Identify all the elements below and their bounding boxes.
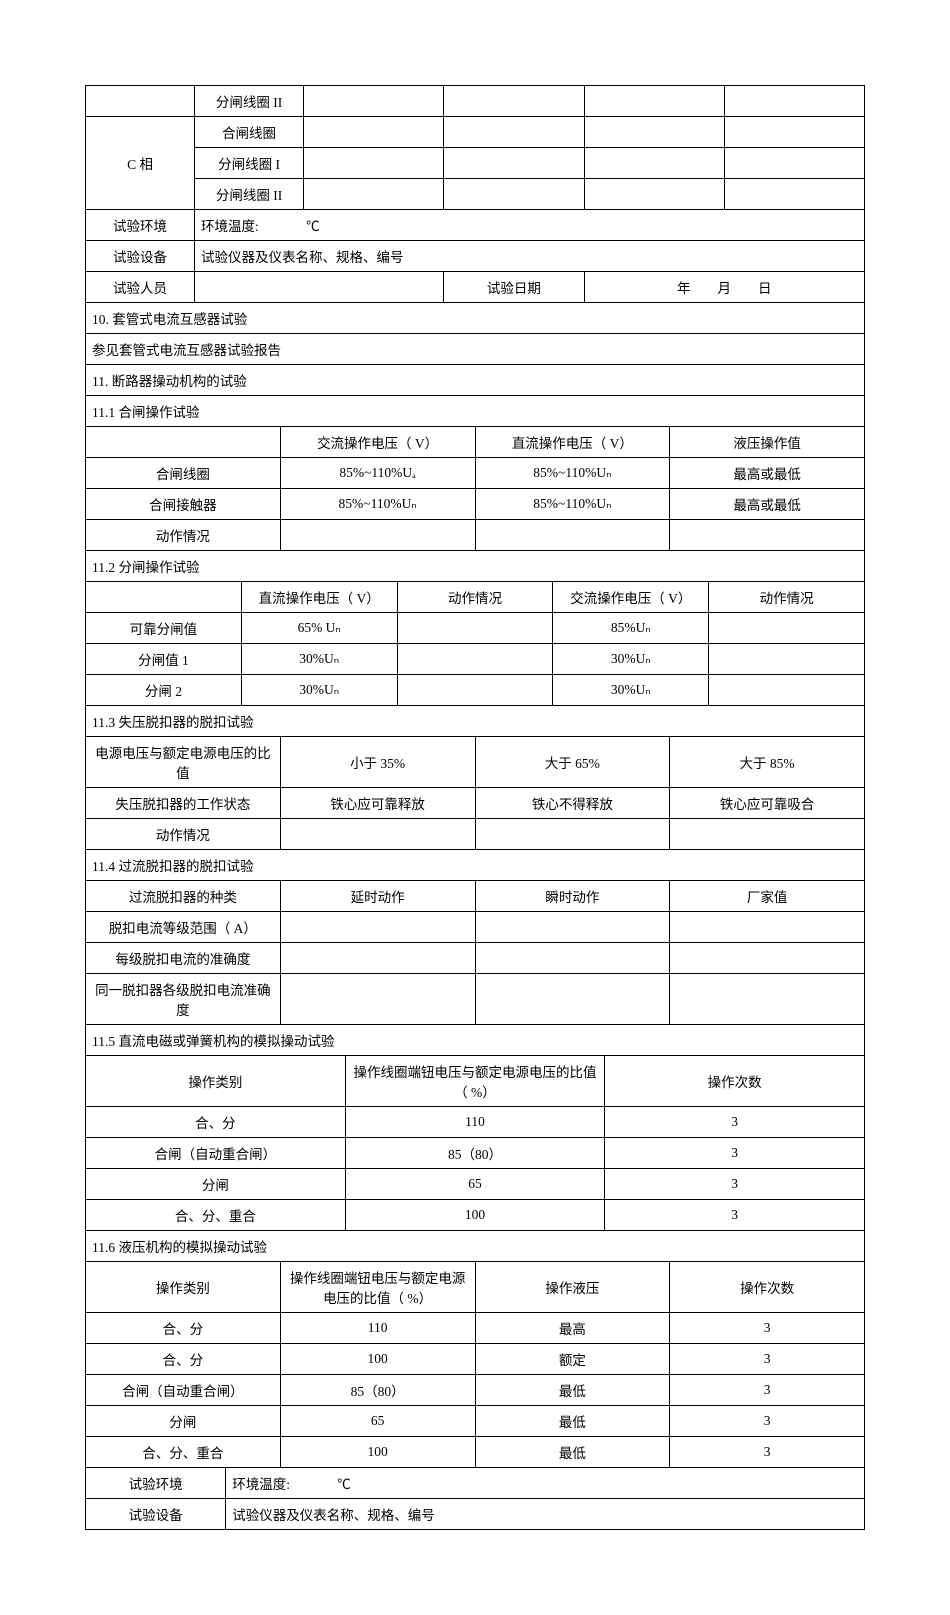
- coil-row: C 相 合闸线圈: [86, 117, 865, 148]
- coil-row: 分闸线圈 II: [86, 86, 865, 117]
- table-row: 每级脱扣电流的准确度: [86, 943, 865, 974]
- table-row: 动作情况: [86, 520, 865, 551]
- table-row: 合闸（自动重合闸）85（80）最低3: [86, 1375, 865, 1406]
- table-row: 合闸接触器85%~110%Uₙ85%~110%Uₙ最高或最低: [86, 489, 865, 520]
- s11-3-title: 11.3 失压脱扣器的脱扣试验: [86, 706, 865, 737]
- table-row: 过流脱扣器的种类延时动作瞬时动作厂家值: [86, 881, 865, 912]
- s11-4-title: 11.4 过流脱扣器的脱扣试验: [86, 850, 865, 881]
- s11-6-table: 11.6 液压机构的模拟操动试验 操作类别操作线圈端钮电压与额定电源电压的比值（…: [85, 1231, 865, 1468]
- table-row: 合闸线圈85%~110%Uₐ85%~110%Uₙ最高或最低: [86, 458, 865, 489]
- table-row: 分闸 230%Uₙ30%Uₙ: [86, 675, 865, 706]
- s11-6-title: 11.6 液压机构的模拟操动试验: [86, 1231, 865, 1262]
- env-row-2: 试验环境 环境温度: ℃: [86, 1468, 865, 1499]
- s11-5-title: 11.5 直流电磁或弹簧机构的模拟操动试验: [86, 1025, 865, 1056]
- footer-table: 试验环境 环境温度: ℃ 试验设备 试验仪器及仪表名称、规格、编号: [85, 1468, 865, 1530]
- equip-desc: 试验仪器及仪表名称、规格、编号: [195, 241, 865, 272]
- s11-2-table: 11.2 分闸操作试验 直流操作电压（ V） 动作情况 交流操作电压（ V） 动…: [85, 551, 865, 706]
- person-row: 试验人员 试验日期 年 月 日: [86, 272, 865, 303]
- env-label-2: 试验环境: [86, 1468, 226, 1499]
- header-row: 直流操作电压（ V） 动作情况 交流操作电压（ V） 动作情况: [86, 582, 865, 613]
- s11-2-title: 11.2 分闸操作试验: [86, 551, 865, 582]
- equip-desc-2: 试验仪器及仪表名称、规格、编号: [226, 1499, 865, 1530]
- equip-row: 试验设备 试验仪器及仪表名称、规格、编号: [86, 241, 865, 272]
- coil-label: 分闸线圈 I: [195, 148, 304, 179]
- header-row: 操作类别操作线圈端钮电压与额定电源电压的比值（ %）操作次数: [86, 1056, 865, 1107]
- coil-row: 分闸线圈 I: [86, 148, 865, 179]
- s11-5-table: 11.5 直流电磁或弹簧机构的模拟操动试验 操作类别操作线圈端钮电压与额定电源电…: [85, 1025, 865, 1231]
- temp-label: 环境温度:: [201, 219, 259, 234]
- temp-unit-2: ℃: [337, 1477, 351, 1492]
- table-row: 失压脱扣器的工作状态铁心应可靠释放铁心不得释放铁心应可靠吸合: [86, 788, 865, 819]
- h-ac: 交流操作电压（ V）: [280, 427, 475, 458]
- s11-4-table: 11.4 过流脱扣器的脱扣试验 过流脱扣器的种类延时动作瞬时动作厂家值 脱扣电流…: [85, 850, 865, 1025]
- table-row: 动作情况: [86, 819, 865, 850]
- person-label: 试验人员: [86, 272, 195, 303]
- s11-1-title: 11.1 合闸操作试验: [86, 396, 865, 427]
- coil-label: 分闸线圈 II: [195, 86, 304, 117]
- s11-1-table: 11.1 合闸操作试验 交流操作电压（ V） 直流操作电压（ V） 液压操作值 …: [85, 396, 865, 551]
- header-row: 交流操作电压（ V） 直流操作电压（ V） 液压操作值: [86, 427, 865, 458]
- table-row: 脱扣电流等级范围（ A）: [86, 912, 865, 943]
- temp-unit: ℃: [306, 219, 320, 234]
- date-fmt: 年 月 日: [584, 272, 864, 303]
- s10-note: 参见套管式电流互感器试验报告: [86, 334, 865, 365]
- env-row: 试验环境 环境温度: ℃: [86, 210, 865, 241]
- date-label: 试验日期: [444, 272, 584, 303]
- phase-cell: C 相: [86, 117, 195, 210]
- table-row: 分闸653: [86, 1169, 865, 1200]
- h-dc: 直流操作电压（ V）: [475, 427, 670, 458]
- table-row: 可靠分闸值65% Uₙ85%Uₙ: [86, 613, 865, 644]
- coil-label: 合闸线圈: [195, 117, 304, 148]
- table-row: 电源电压与额定电源电压的比值小于 35%大于 65%大于 85%: [86, 737, 865, 788]
- table-row: 分闸值 130%Uₙ30%Uₙ: [86, 644, 865, 675]
- table-row: 合闸（自动重合闸）85（80）3: [86, 1138, 865, 1169]
- s10-title: 10. 套管式电流互感器试验: [86, 303, 865, 334]
- header-row: 操作类别操作线圈端钮电压与额定电源电压的比值（ %）操作液压操作次数: [86, 1262, 865, 1313]
- equip-label-2: 试验设备: [86, 1499, 226, 1530]
- table-row: 合、分100额定3: [86, 1344, 865, 1375]
- h-hyd: 液压操作值: [670, 427, 865, 458]
- phase-cell: [86, 86, 195, 117]
- coil-label: 分闸线圈 II: [195, 179, 304, 210]
- document-table: 分闸线圈 II C 相 合闸线圈 分闸线圈 I 分闸线圈 II 试验环境 环境温…: [85, 85, 865, 396]
- table-row: 合、分110最高3: [86, 1313, 865, 1344]
- table-row: 合、分、重合1003: [86, 1200, 865, 1231]
- s11-title: 11. 断路器操动机构的试验: [86, 365, 865, 396]
- table-row: 合、分1103: [86, 1107, 865, 1138]
- table-row: 分闸65最低3: [86, 1406, 865, 1437]
- table-row: 同一脱扣器各级脱扣电流准确度: [86, 974, 865, 1025]
- table-row: 合、分、重合100最低3: [86, 1437, 865, 1468]
- s11-3-table: 11.3 失压脱扣器的脱扣试验 电源电压与额定电源电压的比值小于 35%大于 6…: [85, 706, 865, 850]
- env-label: 试验环境: [86, 210, 195, 241]
- equip-row-2: 试验设备 试验仪器及仪表名称、规格、编号: [86, 1499, 865, 1530]
- equip-label: 试验设备: [86, 241, 195, 272]
- temp-label-2: 环境温度:: [232, 1477, 290, 1492]
- coil-row: 分闸线圈 II: [86, 179, 865, 210]
